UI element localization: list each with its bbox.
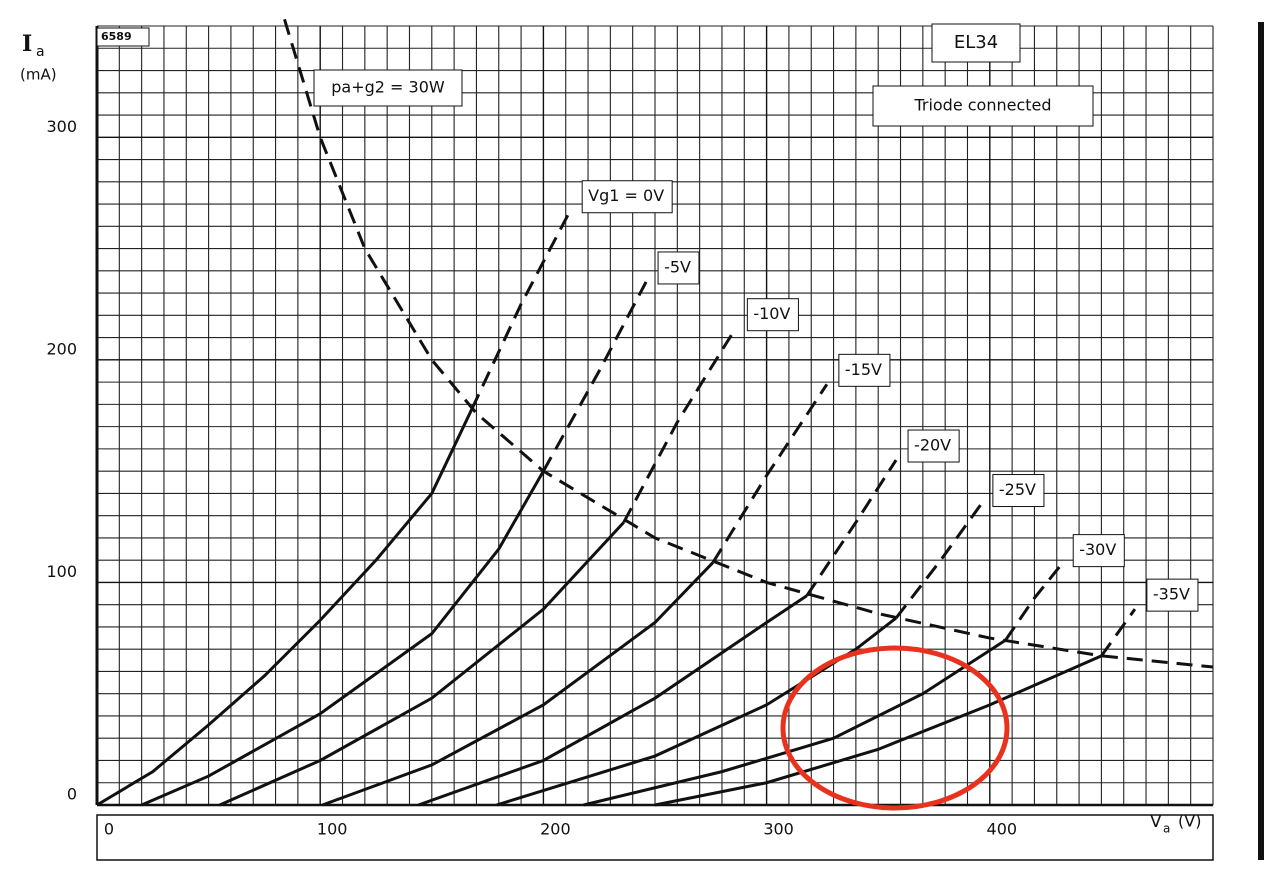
x-tick-label: 400 [987,820,1018,839]
x-label-strip [96,814,1214,861]
y-label-symbol: I [22,31,32,57]
labels: I a (mA) V a (V) 6589 EL34 Triode connec… [20,23,1201,839]
y-tick-label: 100 [46,562,77,581]
characteristic-curve [96,408,474,807]
x-tick-label: 300 [763,820,794,839]
curves [96,18,1214,807]
characteristic-curve [711,383,829,564]
characteristic-curve [1004,563,1063,642]
curve-label: -35V [1153,585,1190,604]
curve-label: -5V [664,257,691,276]
x-label-sub: a [1163,822,1170,836]
characteristic-curve [219,521,625,807]
characteristic-curve [470,210,572,410]
limit-label: pa+g2 = 30W [331,78,445,97]
curve-label-box [992,474,1045,508]
curve-label: Vg1 = 0V [588,186,664,205]
characteristic-curve [654,654,1103,807]
characteristic-curve [542,281,648,472]
limit-curve [283,18,1214,669]
characteristic-curve [496,616,897,807]
sheet-code: 6589 [101,30,132,43]
curve-label: -10V [753,304,790,323]
chart-title: EL34 [954,32,998,53]
page-edge-bar [1258,22,1264,860]
characteristic-curve [141,470,545,807]
characteristic-curve [583,639,1007,807]
characteristic-curve [321,561,715,807]
x-label-symbol: V [1150,812,1162,832]
curve-label-box [1146,578,1199,612]
curve-label-box [746,298,799,332]
characteristic-curve [805,459,898,597]
chart-subtitle: Triode connected [913,96,1051,115]
x-tick-label: 100 [317,820,348,839]
y-tick-label: 300 [46,117,77,136]
y-tick-label: 200 [46,339,77,358]
code-box [96,27,150,47]
x-tick-label: 0 [104,820,114,839]
y-tick-label: 0 [67,785,77,804]
y-label-unit: (mA) [20,66,57,84]
characteristic-curve [622,327,737,524]
curve-label-box [838,353,891,387]
curve-label-box [907,429,960,463]
curve-label: -20V [914,436,951,455]
characteristic-curve [417,594,808,807]
curve-label-box [657,251,700,285]
x-label-unit: (V) [1178,812,1201,831]
curve-label-box [1072,534,1125,568]
subtitle-box [872,85,1094,127]
characteristic-curve [1100,608,1137,657]
y-label-sub: a [36,44,45,60]
highlight-ellipse [780,645,1010,811]
curve-label: -30V [1079,540,1116,559]
curve-label: -25V [999,480,1036,499]
curve-label-box [581,180,673,214]
title-box [931,23,1021,63]
curve-label: -15V [845,360,882,379]
x-tick-label: 200 [540,820,571,839]
limit-label-box [313,69,463,107]
